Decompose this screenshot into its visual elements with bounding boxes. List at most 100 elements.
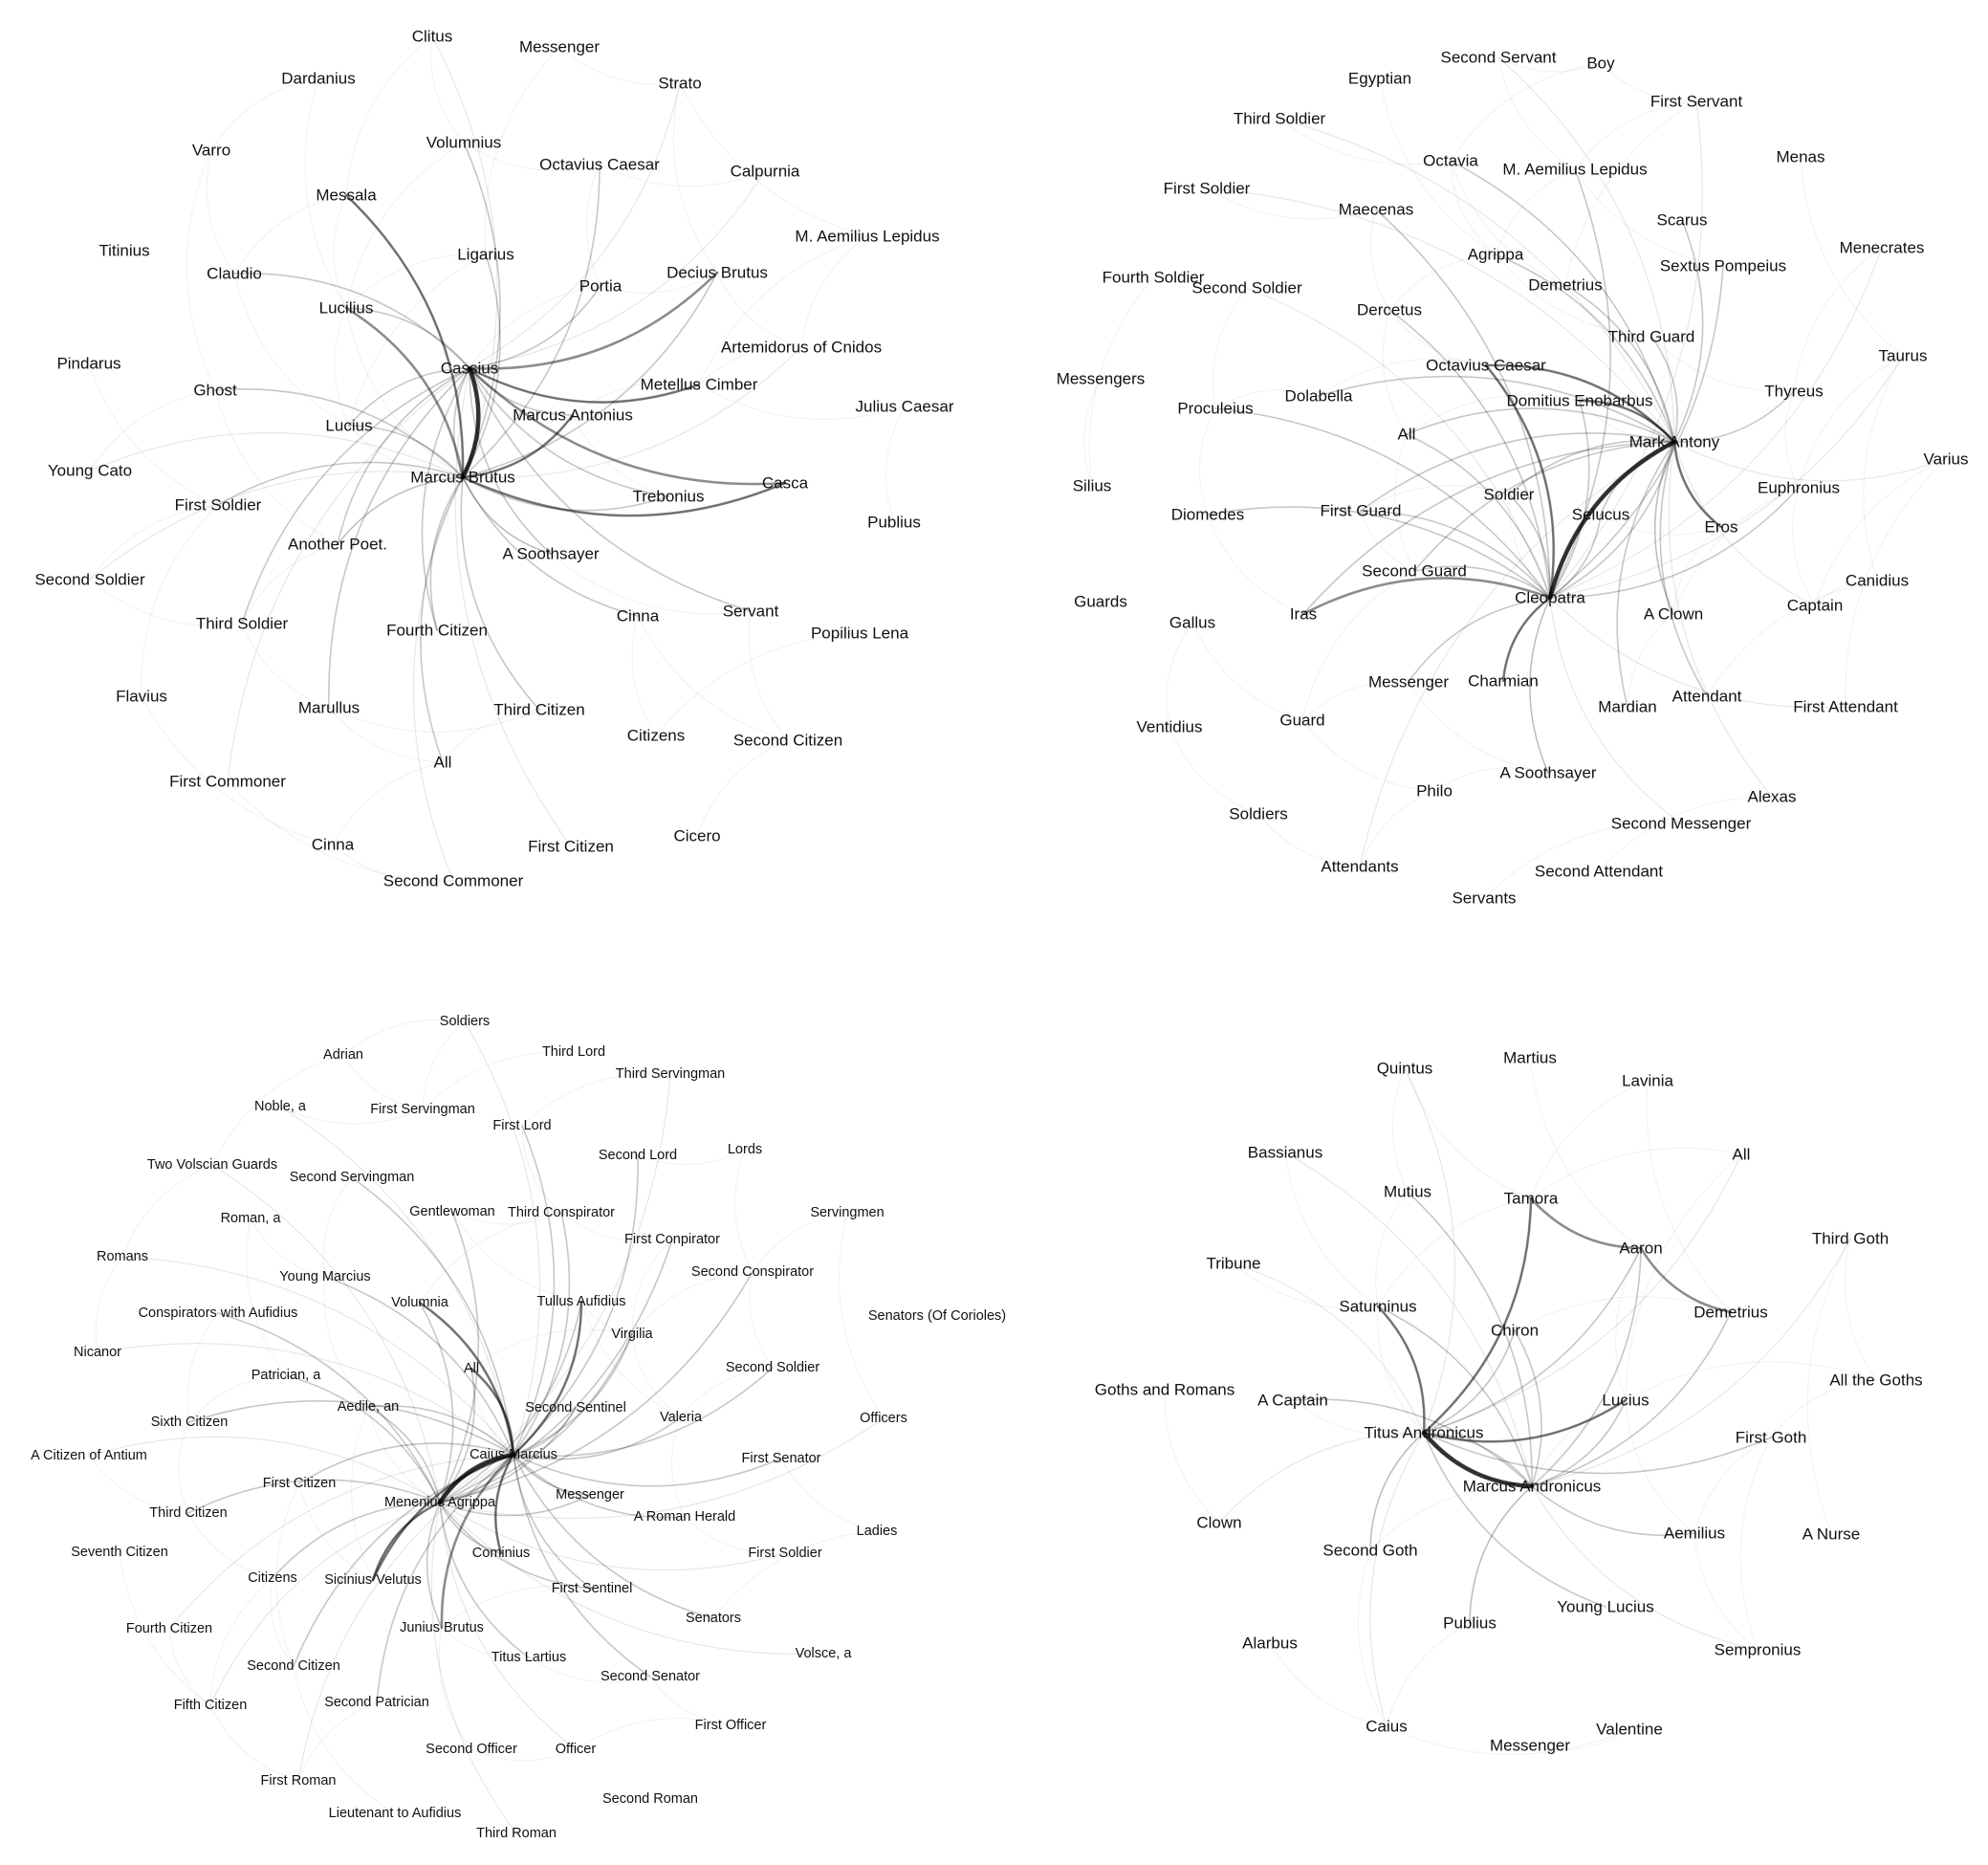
- interaction-edge: [1379, 77, 1496, 255]
- interaction-edge: [348, 367, 470, 427]
- interaction-edge: [439, 1454, 514, 1503]
- interaction-edge: [469, 367, 700, 404]
- character-label: Messenger: [556, 1487, 624, 1503]
- character-label: Pindarus: [56, 355, 120, 373]
- interaction-edge: [241, 367, 470, 625]
- interaction-edge: [513, 1407, 577, 1456]
- interaction-edge: [1806, 1238, 1851, 1535]
- interaction-edge: [1450, 160, 1566, 286]
- interaction-edge: [513, 1454, 782, 1487]
- interaction-edge: [468, 366, 787, 486]
- interaction-edge: [211, 1054, 344, 1166]
- character-label: A Nurse: [1802, 1525, 1860, 1544]
- interaction-edge: [97, 1343, 514, 1456]
- interaction-edge: [575, 1718, 732, 1750]
- character-label: Attendant: [1672, 688, 1742, 706]
- interaction-edge: [345, 253, 487, 309]
- interaction-edge: [188, 1374, 287, 1423]
- interaction-edge: [1377, 1306, 1425, 1434]
- interaction-edge: [439, 1502, 577, 1750]
- interaction-edge: [1278, 118, 1675, 443]
- interaction-edge: [452, 367, 470, 478]
- interaction-edge: [512, 1300, 583, 1457]
- interaction-edge: [1166, 622, 1193, 728]
- character-label: Titus Lartius: [492, 1650, 566, 1665]
- character-label: First Senator: [742, 1451, 821, 1466]
- character-label: Soldiers: [1229, 805, 1287, 823]
- character-label: Claudio: [207, 265, 262, 283]
- interaction-edge: [217, 461, 464, 506]
- interaction-edge: [412, 476, 464, 882]
- character-label: Marcus Andronicus: [1463, 1478, 1602, 1496]
- character-label: Servingmen: [810, 1205, 884, 1220]
- interaction-edge: [572, 414, 669, 497]
- character-label: All: [434, 754, 452, 772]
- interaction-edge: [186, 1312, 219, 1423]
- character-label: Charmian: [1468, 672, 1539, 691]
- interaction-edge: [1206, 187, 1377, 220]
- interaction-edge: [246, 1218, 287, 1376]
- character-label: Noble, a: [254, 1099, 307, 1114]
- character-label: Senators (Of Corioles): [868, 1308, 1006, 1324]
- character-label: Gallus: [1169, 614, 1215, 632]
- character-label: Domitius Enobarbus: [1506, 392, 1652, 410]
- character-label: Lucilius: [319, 299, 374, 318]
- character-label: Ghost: [193, 382, 237, 400]
- character-label: Third Lord: [542, 1044, 605, 1060]
- interaction-edge: [1673, 441, 1816, 606]
- interaction-edge: [599, 164, 766, 187]
- character-label: First Guard: [1320, 502, 1401, 520]
- interaction-edge: [1574, 100, 1697, 170]
- interaction-edge: [1423, 1432, 1772, 1475]
- character-label: Messenger: [1490, 1737, 1570, 1755]
- character-label: Messengers: [1057, 370, 1146, 388]
- interaction-edge: [550, 553, 752, 615]
- character-label: Two Volscian Guards: [147, 1157, 277, 1173]
- interaction-edge: [1653, 441, 1675, 615]
- interaction-edge: [422, 1020, 466, 1110]
- interaction-edge: [1369, 208, 1390, 311]
- character-label: A Citizen of Antium: [31, 1448, 147, 1463]
- character-label: Lieutenant to Aufidius: [329, 1806, 462, 1821]
- character-label: Tamora: [1504, 1190, 1559, 1208]
- interaction-edge: [1616, 441, 1675, 708]
- labels-julius-caesar: Clitus Messenger Dardanius Strato Volumnius V…: [34, 28, 953, 890]
- interaction-edge: [1408, 681, 1549, 774]
- interaction-edge: [1514, 1296, 1732, 1331]
- interaction-edge: [1413, 441, 1675, 572]
- interaction-edge: [748, 610, 789, 741]
- interaction-edge: [1549, 597, 1682, 824]
- interaction-edge: [1423, 1247, 1642, 1434]
- character-label: Third Citizen: [149, 1505, 227, 1521]
- character-label: Metellus Cimber: [641, 376, 758, 394]
- interaction-edge: [513, 1125, 556, 1456]
- character-label: Portia: [579, 277, 623, 296]
- character-label: Sextus Pompeius: [1660, 257, 1786, 275]
- interaction-edge: [1673, 441, 1947, 482]
- character-label: Third Conspirator: [508, 1205, 615, 1220]
- interaction-edge: [1531, 1485, 1759, 1651]
- interaction-edge: [376, 1454, 514, 1703]
- interaction-edge: [1549, 355, 1904, 599]
- interaction-edge: [304, 77, 347, 309]
- character-label: Menas: [1776, 148, 1824, 166]
- character-label: Calpurnia: [731, 163, 800, 181]
- interaction-edge: [1531, 1485, 1695, 1536]
- character-label: Euphronius: [1758, 479, 1840, 497]
- interaction-edge: [1408, 597, 1551, 683]
- interaction-edge: [1377, 1197, 1532, 1307]
- character-label: Third Servingman: [616, 1066, 725, 1082]
- character-label: Marullus: [298, 699, 360, 717]
- interaction-edge: [233, 194, 347, 274]
- interaction-edge: [451, 1211, 582, 1303]
- character-label: Silius: [1073, 477, 1112, 495]
- interaction-edge: [141, 504, 219, 697]
- interaction-edge: [1673, 390, 1795, 443]
- interaction-edge: [586, 164, 601, 287]
- interaction-edge: [1485, 364, 1555, 599]
- interaction-edge: [95, 1256, 123, 1353]
- character-label: Clitus: [412, 28, 453, 46]
- character-label: Soldier: [1484, 486, 1535, 504]
- character-label: Second Conspirator: [691, 1264, 814, 1280]
- interaction-edge: [431, 35, 498, 478]
